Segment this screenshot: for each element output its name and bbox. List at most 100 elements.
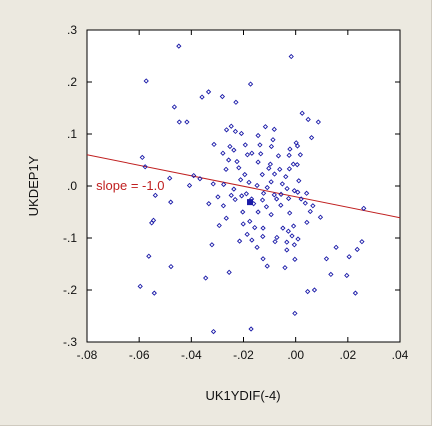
data-point — [292, 310, 298, 317]
data-point — [237, 177, 244, 183]
data-point — [260, 190, 267, 196]
data-point — [284, 247, 290, 253]
data-point — [232, 128, 239, 135]
data-point — [274, 234, 280, 241]
data-point — [223, 166, 229, 172]
data-point — [291, 242, 297, 248]
data-point — [264, 263, 270, 269]
data-point — [152, 192, 158, 198]
data-point — [260, 225, 266, 231]
data-point — [227, 143, 233, 150]
data-point — [266, 165, 272, 171]
x-tick-label: .00 — [287, 348, 304, 362]
data-point — [232, 196, 238, 203]
data-point — [361, 205, 367, 211]
data-point — [246, 179, 252, 185]
data-point — [254, 244, 260, 250]
data-point — [211, 141, 217, 148]
x-axis-ticks: -.08 -.06 -.04 -.02 .00 .02 .04 — [77, 30, 409, 362]
data-point — [142, 164, 148, 170]
y-tick-label: .0 — [67, 179, 77, 193]
x-tick-label: -.08 — [77, 348, 98, 362]
data-point — [271, 126, 277, 132]
data-point — [259, 171, 265, 178]
data-point — [238, 130, 245, 137]
data-point — [280, 225, 286, 231]
x-tick-label: -.04 — [181, 348, 202, 362]
data-point — [291, 188, 297, 194]
data-point — [220, 203, 227, 209]
data-point — [268, 179, 274, 185]
data-point — [168, 199, 174, 205]
data-point — [236, 165, 242, 171]
data-point — [260, 233, 266, 240]
y-tick-label: .1 — [67, 127, 77, 141]
data-point — [191, 172, 197, 179]
data-point — [333, 244, 339, 250]
data-point — [323, 256, 330, 262]
data-point — [267, 161, 274, 167]
data-point — [303, 190, 310, 196]
data-point — [286, 152, 292, 158]
data-point — [225, 157, 232, 163]
data-point — [295, 236, 301, 242]
x-tick-label: .02 — [339, 348, 356, 362]
data-point — [294, 143, 301, 149]
data-point — [184, 119, 190, 125]
data-point — [242, 171, 248, 178]
data-point — [275, 153, 282, 159]
data-point — [283, 174, 289, 180]
data-point — [310, 203, 316, 209]
data-point — [167, 175, 173, 181]
data-point — [354, 246, 360, 253]
data-point — [257, 142, 263, 148]
data-point — [307, 208, 313, 215]
data-point — [284, 239, 290, 245]
data-point — [271, 171, 278, 177]
data-point — [302, 200, 308, 206]
data-point — [252, 224, 258, 231]
y-tick-label: -.1 — [63, 231, 77, 245]
data-point — [317, 214, 324, 220]
data-point — [304, 219, 310, 226]
data-point — [287, 146, 293, 152]
data-point — [168, 263, 174, 270]
data-point — [262, 124, 269, 130]
data-point — [328, 271, 334, 278]
data-point — [248, 326, 254, 332]
y-tick-label: .3 — [67, 23, 77, 37]
data-point — [254, 182, 260, 189]
data-point — [231, 186, 237, 192]
data-point — [199, 94, 205, 100]
data-point — [296, 178, 302, 184]
y-tick-label: .2 — [67, 75, 77, 89]
data-point — [151, 290, 157, 296]
y-axis-ticks: .3 .2 .1 .0 -.1 -.2 -.3 — [63, 23, 400, 349]
data-point — [236, 238, 243, 244]
data-point — [277, 166, 283, 172]
data-point — [203, 275, 209, 281]
data-point — [299, 110, 305, 116]
data-point — [258, 151, 264, 157]
data-point — [359, 239, 365, 245]
data-point — [143, 78, 149, 84]
data-point — [289, 233, 295, 239]
data-point — [244, 152, 251, 158]
data-point — [352, 290, 359, 296]
data-point — [268, 211, 274, 218]
data-point — [344, 272, 350, 279]
data-point — [260, 256, 266, 262]
x-axis-label: UK1YDIF(-4) — [205, 388, 280, 403]
data-point — [249, 150, 255, 156]
data-point — [244, 231, 250, 237]
data-point — [220, 150, 226, 156]
data-point — [287, 210, 293, 216]
data-point — [215, 194, 221, 200]
data-point — [209, 242, 215, 248]
y-axis-label: UKDEP1Y — [26, 155, 41, 216]
data-point — [255, 159, 261, 165]
data-point — [282, 265, 288, 271]
data-point — [243, 191, 250, 197]
